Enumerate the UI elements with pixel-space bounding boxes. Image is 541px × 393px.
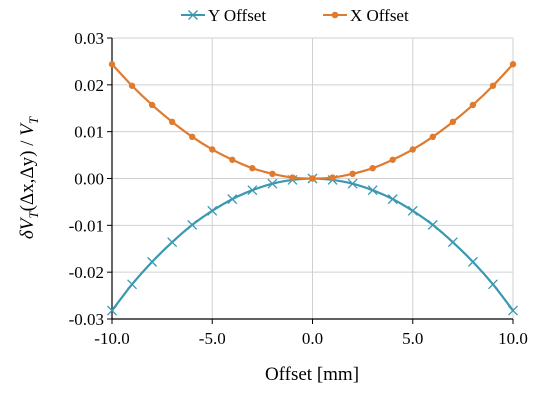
- legend-item-y-offset: Y Offset: [181, 6, 266, 25]
- data-point-x-offset: [249, 165, 255, 171]
- y-axis-title-sub2: T: [26, 116, 41, 124]
- y-tick-label: -0.03: [69, 310, 104, 329]
- data-point-y-offset: [228, 195, 237, 204]
- data-point-y-offset: [148, 257, 157, 266]
- data-point-x-offset: [149, 102, 155, 108]
- legend-label-x-offset: X Offset: [350, 6, 409, 25]
- x-tick-label: -5.0: [199, 329, 226, 348]
- data-point-x-offset: [309, 175, 315, 181]
- y-tick-label: -0.02: [69, 263, 104, 282]
- data-point-x-offset: [430, 134, 436, 140]
- x-tick-label: 10.0: [498, 329, 528, 348]
- data-point-y-offset: [388, 195, 397, 204]
- data-point-x-offset: [329, 174, 335, 180]
- data-point-y-offset: [468, 257, 477, 266]
- data-point-x-offset: [490, 83, 496, 89]
- data-point-y-offset: [248, 186, 257, 195]
- x-tick-label: 0.0: [302, 329, 323, 348]
- data-point-x-offset: [169, 119, 175, 125]
- data-point-y-offset: [368, 186, 377, 195]
- data-point-x-offset: [109, 61, 115, 67]
- data-point-x-offset: [289, 174, 295, 180]
- x-axis-title: Offset [mm]: [265, 364, 359, 385]
- data-point-x-offset: [349, 171, 355, 177]
- data-point-x-offset: [189, 134, 195, 140]
- data-point-x-offset: [269, 171, 275, 177]
- data-point-x-offset: [470, 102, 476, 108]
- data-point-x-offset: [369, 165, 375, 171]
- y-tick-label: 0.01: [74, 123, 104, 142]
- data-point-y-offset: [448, 238, 457, 247]
- x-tick-label: 5.0: [402, 329, 423, 348]
- data-point-y-offset: [128, 280, 137, 289]
- data-point-y-offset: [488, 280, 497, 289]
- data-point-x-offset: [390, 157, 396, 163]
- x-tick-label: -10.0: [94, 329, 129, 348]
- tick-labels: -0.03 -0.02 -0.01 0.00 0.01 0.02 0.03 -10.0 -5.0…: [69, 29, 528, 348]
- data-point-x-offset: [209, 146, 215, 152]
- y-tick-label: 0.00: [74, 170, 104, 189]
- data-point-x-offset: [229, 157, 235, 163]
- y-tick-label: 0.02: [74, 76, 104, 95]
- y-axis-title-args: (Δx,Δy) /: [17, 136, 38, 212]
- data-point-x-offset: [510, 61, 516, 67]
- data-point-x-offset: [129, 83, 135, 89]
- data-point-y-offset: [168, 238, 177, 247]
- data-point-x-offset: [410, 146, 416, 152]
- y-tick-label: -0.01: [69, 216, 104, 235]
- data-point-x-offset: [450, 119, 456, 125]
- legend-label-y-offset: Y Offset: [208, 6, 266, 25]
- y-tick-label: 0.03: [74, 29, 104, 48]
- legend-marker-x-offset: [332, 12, 339, 19]
- legend-item-x-offset: X Offset: [323, 6, 409, 25]
- y-axis-title: δVT(Δx,Δy) / VT: [17, 116, 41, 239]
- legend: Y Offset X Offset: [181, 6, 409, 25]
